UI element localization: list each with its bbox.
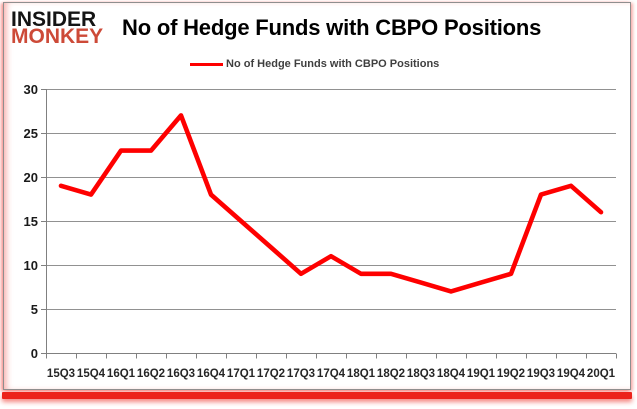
bottom-red-accent-bar: [2, 392, 632, 399]
x-tick-label: 19Q2: [497, 368, 525, 380]
x-tick-label: 18Q3: [407, 368, 435, 380]
x-tick-label: 16Q3: [167, 368, 195, 380]
x-tick-label: 15Q4: [77, 368, 106, 380]
x-tick-label: 19Q1: [467, 368, 496, 380]
insider-monkey-logo: INSIDER MONKEY: [11, 8, 104, 48]
x-tick-label: 17Q1: [227, 368, 256, 380]
series-line: [58, 113, 604, 294]
y-tick-label: 0: [31, 346, 38, 361]
x-tick-label: 17Q2: [257, 368, 285, 380]
y-tick-label: 5: [31, 302, 38, 317]
x-tick-label: 18Q2: [377, 368, 405, 380]
x-tick-label: 20Q1: [587, 368, 616, 380]
y-tick-label: 15: [24, 214, 38, 229]
y-tick-label: 20: [24, 170, 38, 185]
y-tick-label: 30: [24, 82, 38, 97]
logo-line1: INSIDER: [11, 8, 97, 31]
x-tick-label: 17Q4: [317, 368, 346, 380]
x-tick-label: 18Q1: [347, 368, 376, 380]
legend-label: No of Hedge Funds with CBPO Positions: [226, 58, 440, 70]
x-tick-label: 19Q4: [557, 368, 586, 380]
x-tick-label: 18Q4: [437, 368, 466, 380]
logo-line2: MONKEY: [11, 25, 104, 48]
y-tick-label: 10: [24, 258, 38, 273]
y-tick-label: 25: [24, 126, 38, 141]
x-tick-label: 16Q2: [137, 368, 165, 380]
legend-line-swatch: [190, 62, 223, 66]
x-tick-label: 16Q1: [107, 368, 136, 380]
legend: No of Hedge Funds with CBPO Positions: [190, 58, 439, 70]
x-tick-label: 15Q3: [47, 368, 75, 380]
chart-card: INSIDER MONKEY No of Hedge Funds with CB…: [3, 2, 631, 390]
x-tick-label: 17Q3: [287, 368, 315, 380]
x-tick-label: 16Q4: [197, 368, 226, 380]
chart-title: No of Hedge Funds with CBPO Positions: [122, 15, 542, 40]
x-tick-label: 19Q3: [527, 368, 555, 380]
